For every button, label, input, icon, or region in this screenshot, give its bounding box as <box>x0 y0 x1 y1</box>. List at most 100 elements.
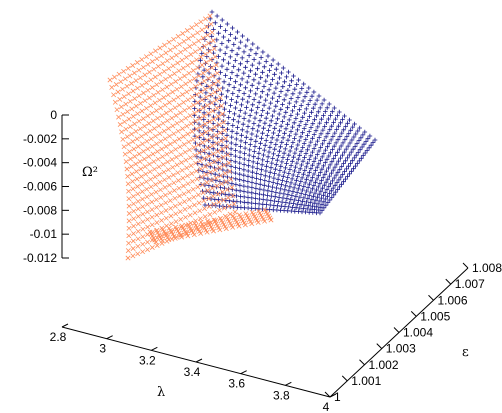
blue-plus-point <box>275 61 281 67</box>
blue-plus-point <box>214 13 220 19</box>
orange-x-point <box>184 28 190 33</box>
orange-x-point <box>130 253 136 259</box>
blue-plus-point <box>246 74 252 79</box>
blue-plus-point <box>207 16 213 22</box>
blue-plus-point <box>306 203 311 208</box>
orange-x-point <box>190 33 196 39</box>
orange-x-point <box>224 144 230 150</box>
blue-plus-point <box>268 198 274 203</box>
orange-x-point <box>163 200 169 206</box>
blue-plus-point <box>222 192 228 197</box>
blue-plus-point <box>311 200 317 206</box>
blue-plus-point <box>297 182 302 188</box>
blue-plus-point <box>319 154 325 160</box>
blue-plus-point <box>332 130 338 136</box>
blue-plus-point <box>278 186 283 192</box>
orange-x-point <box>177 201 183 207</box>
orange-x-point <box>167 198 173 204</box>
blue-plus-point <box>253 71 258 77</box>
orange-x-point <box>196 38 202 44</box>
blue-plus-point <box>258 75 263 80</box>
blue-plus-point <box>229 181 235 186</box>
orange-x-point <box>213 62 219 68</box>
blue-plus-point <box>204 54 210 59</box>
blue-plus-point <box>316 148 322 154</box>
orange-x-point <box>190 136 196 142</box>
blue-plus-point <box>346 163 351 169</box>
orange-x-point <box>170 89 176 95</box>
orange-x-point <box>148 103 154 109</box>
blue-plus-point <box>241 189 247 194</box>
blue-plus-point <box>226 60 231 66</box>
orange-x-point <box>180 31 186 36</box>
blue-plus-point <box>295 127 300 133</box>
orange-x-point <box>124 134 130 140</box>
orange-x-point <box>220 154 226 160</box>
blue-plus-point <box>331 120 336 125</box>
blue-plus-point <box>289 144 294 150</box>
orange-x-point <box>138 174 144 179</box>
orange-x-point <box>120 136 126 142</box>
orange-x-point <box>128 164 134 169</box>
blue-plus-point <box>294 82 299 87</box>
orange-x-point <box>145 224 151 230</box>
orange-x-point <box>129 106 135 112</box>
blue-plus-point <box>234 52 240 57</box>
blue-plus-point <box>288 197 294 202</box>
x-tick-label: 4 <box>323 400 330 413</box>
orange-x-point <box>135 206 141 212</box>
orange-x-point <box>165 167 171 173</box>
y-tick-mark <box>341 375 348 382</box>
blue-plus-point <box>290 108 295 114</box>
orange-x-point <box>145 239 150 245</box>
blue-plus-point <box>258 177 263 182</box>
blue-plus-point <box>345 155 350 161</box>
blue-plus-point <box>233 153 238 159</box>
orange-x-point <box>123 126 129 132</box>
orange-x-point <box>125 173 131 179</box>
blue-plus-point <box>225 21 230 27</box>
orange-x-point <box>195 142 201 148</box>
blue-plus-point <box>203 90 209 96</box>
orange-x-point <box>206 196 211 201</box>
blue-plus-point <box>221 57 226 63</box>
orange-x-point <box>188 163 194 169</box>
orange-x-point <box>115 89 121 95</box>
blue-plus-point <box>355 150 361 155</box>
blue-plus-point <box>200 188 205 194</box>
orange-x-point <box>135 184 140 189</box>
orange-x-point <box>213 175 219 181</box>
blue-plus-point <box>294 190 300 195</box>
blue-plus-point <box>351 166 356 171</box>
orange-x-point <box>188 52 194 57</box>
blue-plus-point <box>308 200 313 205</box>
blue-plus-point <box>297 107 302 112</box>
blue-plus-point <box>281 114 287 120</box>
orange-x-point <box>175 178 181 183</box>
orange-x-point <box>196 108 202 113</box>
blue-plus-point <box>251 154 256 159</box>
blue-plus-point <box>279 70 284 76</box>
blue-plus-point <box>261 84 267 89</box>
blue-plus-point <box>273 85 279 91</box>
blue-plus-point <box>345 174 350 179</box>
x-tick-mark <box>329 393 337 398</box>
blue-plus-point <box>256 201 262 207</box>
orange-x-point <box>170 172 176 178</box>
orange-x-point <box>126 116 132 122</box>
blue-plus-point <box>319 116 324 122</box>
blue-plus-point <box>305 160 310 166</box>
orange-x-point <box>186 105 192 111</box>
blue-plus-point <box>283 110 289 115</box>
blue-plus-point <box>241 178 247 183</box>
orange-x-point <box>172 203 178 209</box>
orange-x-point <box>191 76 197 81</box>
orange-x-point <box>178 49 184 55</box>
blue-plus-point <box>278 144 283 150</box>
blue-plus-point <box>339 130 345 136</box>
orange-x-point <box>124 83 130 89</box>
blue-plus-point <box>300 115 305 120</box>
orange-x-point <box>155 156 161 162</box>
blue-plus-point <box>290 159 295 164</box>
orange-x-point <box>149 191 154 197</box>
